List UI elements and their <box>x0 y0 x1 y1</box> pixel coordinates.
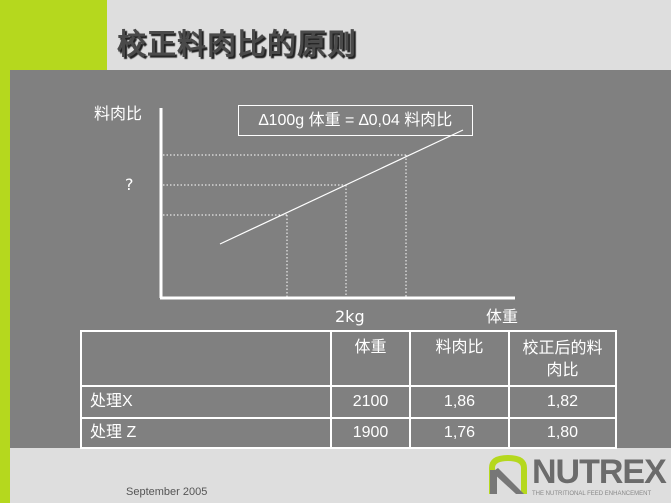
accent-bar <box>0 0 107 70</box>
cell: 1,80 <box>508 417 617 449</box>
logo-tagline: THE NUTRITIONAL FEED ENHANCEMENT <box>532 491 652 497</box>
table-row: 处理 Z 1900 1,76 1,80 <box>80 417 617 449</box>
logo-mark-icon <box>489 454 527 494</box>
nutrex-logo: NUTREX THE NUTRITIONAL FEED ENHANCEMENT <box>488 454 667 500</box>
footer-date: September 2005 <box>126 486 208 498</box>
results-table: 体重 料肉比 校正后的料肉比 处理X 2100 1,86 1,82 处理 Z 1… <box>80 330 617 449</box>
cell: 1,76 <box>409 417 510 449</box>
formula-box: ∆100g 体重 = ∆0,04 料肉比 <box>238 105 473 136</box>
cell: 处理X <box>80 385 332 419</box>
trend-line <box>219 129 464 245</box>
table-header-row: 体重 料肉比 校正后的料肉比 <box>80 330 617 387</box>
header-cell: 料肉比 <box>409 330 510 387</box>
x-marker-label: 2kg <box>335 307 365 326</box>
cell: 1,82 <box>508 385 617 419</box>
cell: 处理 Z <box>80 417 332 449</box>
logo-text: NUTREX <box>532 453 667 491</box>
cell: 1,86 <box>409 385 510 419</box>
header-cell: 体重 <box>330 330 411 387</box>
header-cell: 校正后的料肉比 <box>508 330 617 387</box>
accent-strip <box>0 70 10 503</box>
table-row: 处理X 2100 1,86 1,82 <box>80 385 617 419</box>
page-title: 校正料肉比的原则 <box>117 27 358 61</box>
header-cell <box>80 330 332 387</box>
x-axis-label: 体重 <box>486 307 519 326</box>
cell: 1900 <box>330 417 411 449</box>
cell: 2100 <box>330 385 411 419</box>
y-axis-label: 料肉比 <box>94 104 143 123</box>
y-marker-label: ? <box>125 175 134 194</box>
